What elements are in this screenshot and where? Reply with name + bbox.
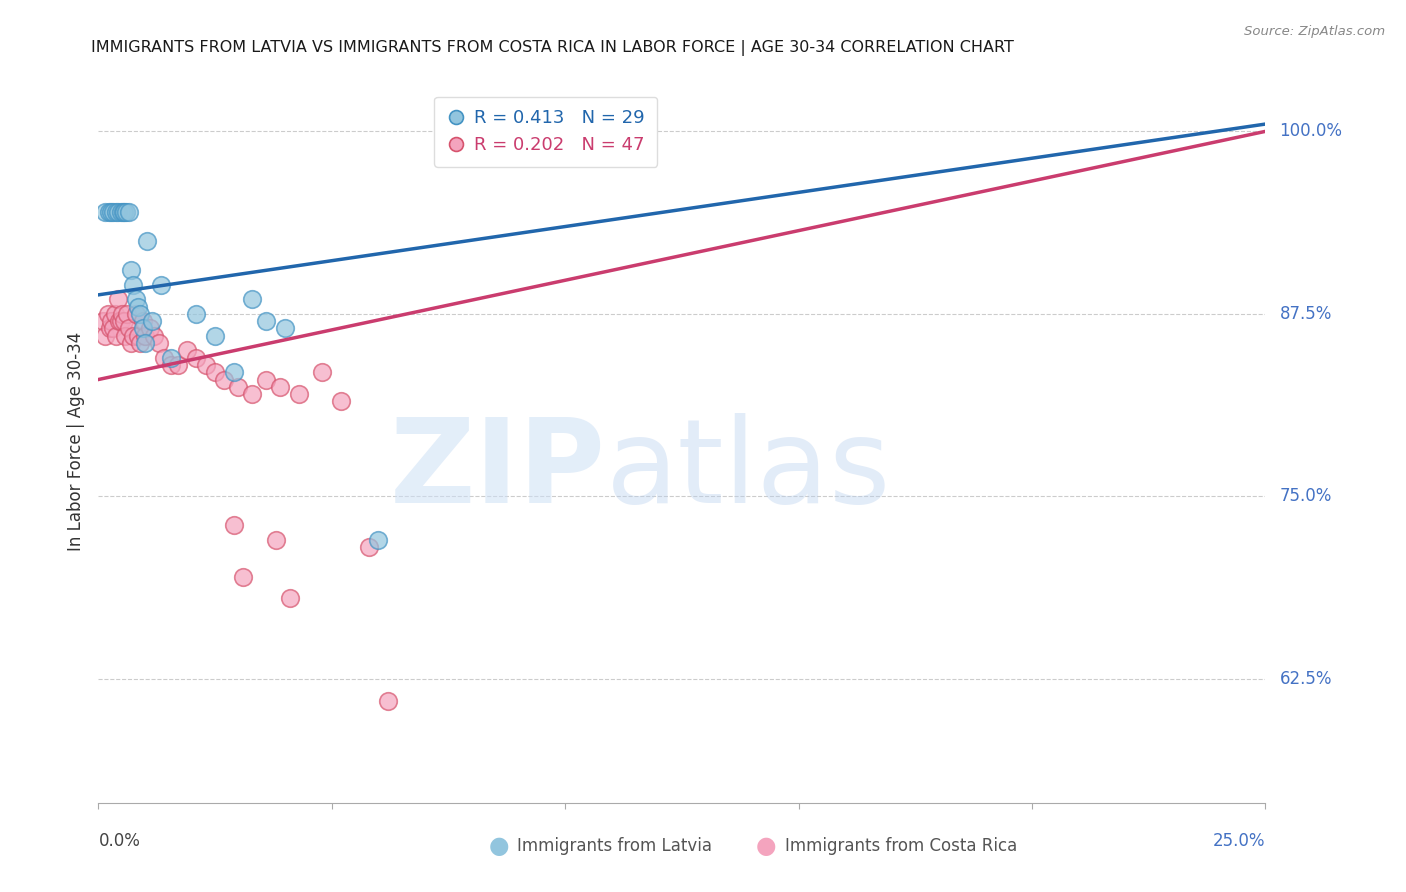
Point <box>148 336 170 351</box>
Point <box>150 277 173 292</box>
Point <box>288 387 311 401</box>
Point <box>120 263 142 277</box>
Point <box>107 292 129 306</box>
Text: 100.0%: 100.0% <box>1279 122 1343 140</box>
Point <box>278 591 301 606</box>
Point <box>152 351 174 365</box>
Point <box>125 307 148 321</box>
Point <box>311 365 333 379</box>
Point <box>103 204 125 219</box>
Point <box>120 336 142 351</box>
Point <box>122 277 145 292</box>
Point <box>141 314 163 328</box>
Point <box>330 394 353 409</box>
Point <box>143 328 166 343</box>
Point <box>139 321 162 335</box>
Point <box>107 204 129 219</box>
Point <box>94 328 117 343</box>
Text: ●: ● <box>489 834 509 857</box>
Point <box>111 307 134 321</box>
Text: Immigrants from Costa Rica: Immigrants from Costa Rica <box>785 837 1017 855</box>
Point <box>186 351 208 365</box>
Point <box>112 204 135 219</box>
Point <box>136 234 159 248</box>
Point <box>97 204 120 219</box>
Point <box>127 328 149 343</box>
Point <box>166 358 188 372</box>
Point <box>110 204 132 219</box>
Point <box>129 307 152 321</box>
Point <box>105 204 128 219</box>
Point <box>108 314 131 328</box>
Point <box>222 518 245 533</box>
Point <box>97 307 120 321</box>
Point <box>176 343 198 358</box>
Point <box>118 204 141 219</box>
Point <box>132 321 155 335</box>
Point <box>242 387 264 401</box>
Point <box>204 365 226 379</box>
Point <box>134 336 156 351</box>
Point <box>114 328 136 343</box>
Point <box>134 328 156 343</box>
Text: ZIP: ZIP <box>389 413 606 528</box>
Point <box>100 314 122 328</box>
Point <box>186 307 208 321</box>
Point <box>122 328 145 343</box>
Text: 25.0%: 25.0% <box>1213 832 1265 850</box>
Point <box>367 533 389 547</box>
Text: Immigrants from Latvia: Immigrants from Latvia <box>517 837 713 855</box>
Text: ●: ● <box>756 834 776 857</box>
Point <box>222 365 245 379</box>
Point <box>264 533 287 547</box>
Point <box>269 380 291 394</box>
Text: 75.0%: 75.0% <box>1279 487 1331 505</box>
Text: 62.5%: 62.5% <box>1279 670 1331 688</box>
Text: 87.5%: 87.5% <box>1279 305 1331 323</box>
Text: IMMIGRANTS FROM LATVIA VS IMMIGRANTS FROM COSTA RICA IN LABOR FORCE | AGE 30-34 : IMMIGRANTS FROM LATVIA VS IMMIGRANTS FRO… <box>91 40 1014 56</box>
Point <box>232 569 254 583</box>
Text: 0.0%: 0.0% <box>98 832 141 850</box>
Point <box>242 292 264 306</box>
Point <box>204 328 226 343</box>
Point <box>127 300 149 314</box>
Point <box>110 314 132 328</box>
Point <box>91 314 114 328</box>
Point <box>103 321 125 335</box>
Point <box>111 204 134 219</box>
Point <box>117 307 139 321</box>
Y-axis label: In Labor Force | Age 30-34: In Labor Force | Age 30-34 <box>66 332 84 551</box>
Point <box>104 307 127 321</box>
Point <box>100 204 122 219</box>
Text: Source: ZipAtlas.com: Source: ZipAtlas.com <box>1244 25 1385 38</box>
Point <box>359 541 381 555</box>
Point <box>256 372 278 386</box>
Point <box>194 358 217 372</box>
Point <box>94 204 117 219</box>
Point <box>228 380 250 394</box>
Point <box>214 372 236 386</box>
Point <box>112 314 135 328</box>
Text: atlas: atlas <box>606 413 891 528</box>
Point <box>125 292 148 306</box>
Point <box>256 314 278 328</box>
Point <box>129 336 152 351</box>
Point <box>159 358 181 372</box>
Point <box>98 321 121 335</box>
Point <box>105 328 128 343</box>
Point <box>377 693 399 707</box>
Point <box>274 321 297 335</box>
Point <box>159 351 181 365</box>
Point <box>118 321 141 335</box>
Point <box>115 204 138 219</box>
Point <box>132 314 155 328</box>
Legend: R = 0.413   N = 29, R = 0.202   N = 47: R = 0.413 N = 29, R = 0.202 N = 47 <box>434 96 657 167</box>
